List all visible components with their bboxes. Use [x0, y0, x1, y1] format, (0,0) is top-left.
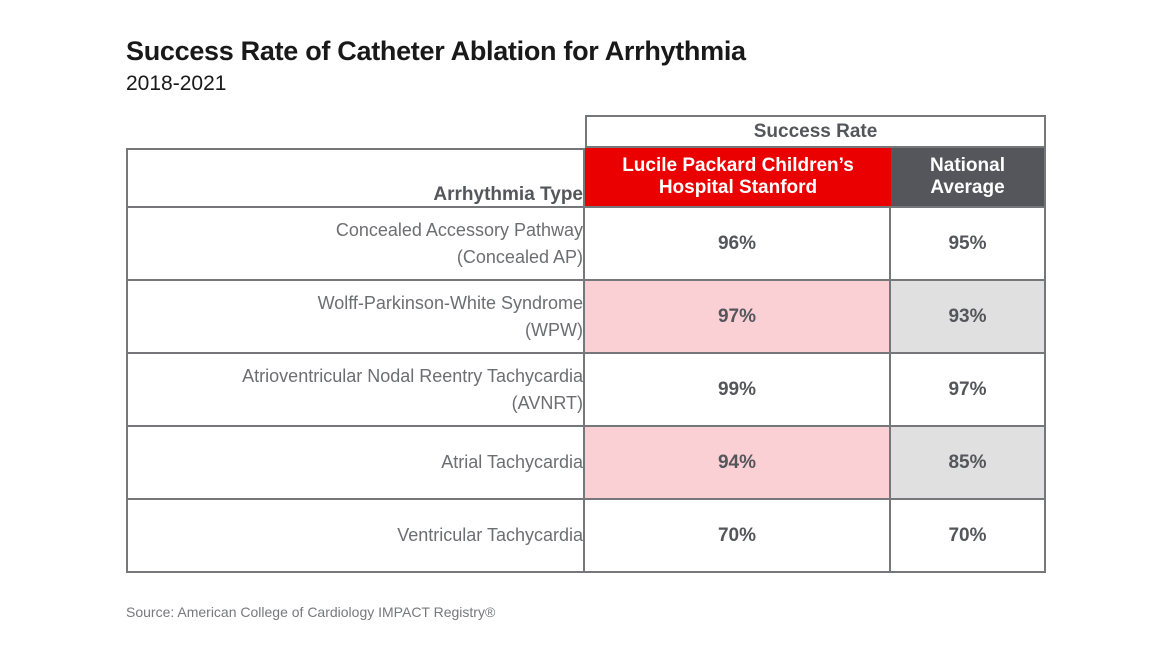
row-label-line1: Atrial Tachycardia [441, 452, 583, 473]
page-title: Success Rate of Catheter Ablation for Ar… [126, 36, 746, 66]
success-rate-table: Success Rate Arrhythmia Type Lucile Pack… [126, 115, 1047, 573]
column-header-row: Arrhythmia Type Lucile Packard Children’… [126, 148, 1047, 208]
row-label: Wolff-Parkinson-White Syndrome (WPW) [126, 281, 585, 354]
table-row-wpw: Wolff-Parkinson-White Syndrome (WPW) 97%… [126, 281, 1047, 354]
group-header-row: Success Rate [126, 115, 1047, 148]
row-label-line2: (Concealed AP) [456, 246, 583, 267]
hospital-value: 96% [585, 208, 891, 281]
hospital-column-header: Lucile Packard Children’s Hospital Stanf… [585, 148, 891, 206]
row-label-line2: (WPW) [525, 319, 583, 340]
row-label-line1: Atrioventricular Nodal Reentry Tachycard… [242, 366, 583, 387]
hospital-value: 94% [585, 427, 891, 500]
national-average-column-header: National Average [891, 148, 1045, 206]
table-row-avnrt: Atrioventricular Nodal Reentry Tachycard… [126, 354, 1047, 427]
row-label-line1: Wolff-Parkinson-White Syndrome [317, 293, 583, 314]
row-label-line1: Concealed Accessory Pathway [335, 220, 583, 241]
national-value: 97% [891, 354, 1047, 427]
table-row-atrial-tachycardia: Atrial Tachycardia 94% 85% [126, 427, 1047, 500]
national-value: 95% [891, 208, 1047, 281]
hospital-value: 70% [585, 500, 891, 573]
spacer-cell [126, 115, 585, 148]
row-label: Atrioventricular Nodal Reentry Tachycard… [126, 354, 585, 427]
row-label: Atrial Tachycardia [126, 427, 585, 500]
national-value: 93% [891, 281, 1047, 354]
success-rate-group-header: Success Rate [585, 115, 1047, 148]
table-row-ventricular-tachycardia: Ventricular Tachycardia 70% 70% [126, 500, 1047, 573]
hospital-value: 97% [585, 281, 891, 354]
row-label: Ventricular Tachycardia [126, 500, 585, 573]
source-note: Source: American College of Cardiology I… [126, 604, 496, 620]
table-row-concealed-ap: Concealed Accessory Pathway (Concealed A… [126, 208, 1047, 281]
national-average-column-header-cell: National Average [891, 148, 1047, 208]
row-label-line2: (AVNRT) [511, 392, 583, 413]
hospital-value: 99% [585, 354, 891, 427]
row-label: Concealed Accessory Pathway (Concealed A… [126, 208, 585, 281]
page-subtitle: 2018-2021 [126, 72, 227, 95]
national-value: 85% [891, 427, 1047, 500]
arrhythmia-type-header: Arrhythmia Type [126, 148, 585, 208]
row-label-line1: Ventricular Tachycardia [397, 525, 583, 546]
hospital-column-header-cell: Lucile Packard Children’s Hospital Stanf… [585, 148, 891, 208]
national-value: 70% [891, 500, 1047, 573]
